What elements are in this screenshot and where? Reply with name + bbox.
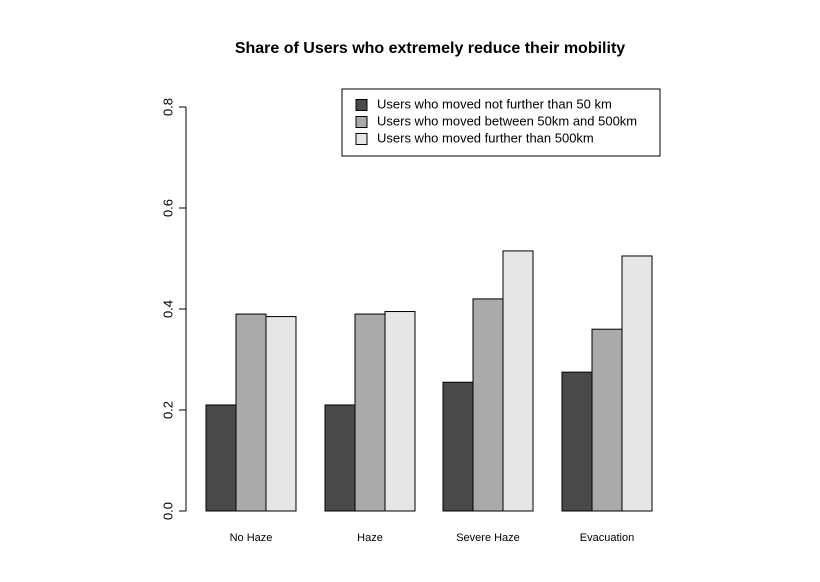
- category-label: Severe Haze: [456, 532, 520, 544]
- bar: [324, 404, 356, 512]
- bar: [621, 255, 653, 512]
- bar: [591, 328, 623, 512]
- y-axis: 0.0 0.2 0.4 0.6 0.8: [160, 98, 187, 520]
- category-labels: No Haze Haze Severe Haze Evacuation: [230, 532, 635, 544]
- category-label: Haze: [357, 532, 383, 544]
- legend-box: [341, 88, 661, 157]
- y-tick-label: 0.8: [160, 98, 175, 116]
- y-tick-label: 0.6: [160, 199, 175, 217]
- legend-label: Users who moved between 50km and 500km: [377, 113, 637, 128]
- bar: [472, 298, 504, 512]
- bars: [205, 250, 653, 512]
- legend-label: Users who moved not further than 50 km: [377, 96, 612, 111]
- bar: [205, 404, 237, 512]
- legend-label: Users who moved further than 500km: [377, 130, 594, 145]
- legend: Users who moved not further than 50 km Us…: [341, 88, 661, 157]
- y-tick-label: 0.4: [160, 300, 175, 318]
- bar: [354, 313, 386, 512]
- bar: [235, 313, 267, 512]
- y-tick-label: 0.2: [160, 401, 175, 419]
- chart-title: Share of Users who extremely reduce thei…: [235, 40, 625, 57]
- y-tick-label: 0.0: [160, 502, 175, 520]
- bar: [442, 381, 474, 512]
- legend-swatch: [355, 99, 368, 111]
- category-label: No Haze: [230, 532, 273, 544]
- bar: [561, 371, 593, 512]
- bar: [502, 250, 534, 512]
- bar: [265, 316, 297, 512]
- bar: [384, 311, 416, 512]
- legend-swatch: [355, 116, 368, 128]
- category-label: Evacuation: [580, 532, 634, 544]
- legend-swatch: [355, 133, 368, 145]
